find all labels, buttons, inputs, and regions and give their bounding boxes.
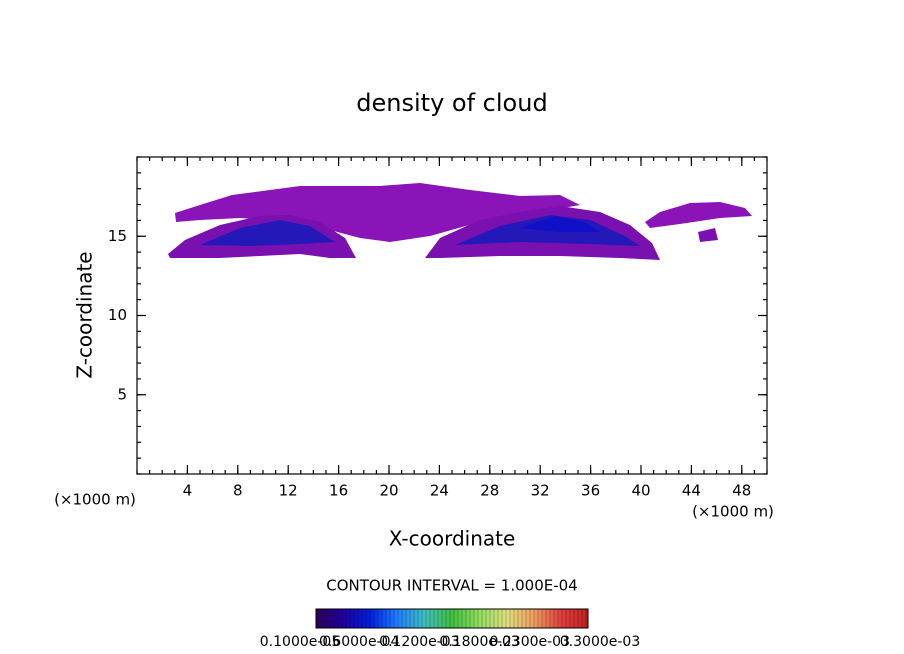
cloud-field <box>168 183 752 260</box>
cloud-upper <box>175 183 580 242</box>
y-tick-label: 5 <box>117 385 127 403</box>
colorbar-tick-label: 0.3000e-03 <box>560 634 640 650</box>
colorbar-tick-label: 0.6000e-04 <box>319 634 400 650</box>
x-tick-label: 4 <box>183 482 193 500</box>
x-tick-label: 44 <box>682 482 701 500</box>
x-tick-label: 32 <box>531 482 550 500</box>
x-tick-label: 16 <box>329 482 348 500</box>
y-tick-label: 15 <box>108 227 127 245</box>
chart-title: density of cloud <box>356 89 547 117</box>
contour-note: CONTOUR INTERVAL = 1.000E-04 <box>326 577 577 595</box>
x-tick-label: 8 <box>233 482 243 500</box>
colorbar-tick-label: 0.1200e-03 <box>379 634 459 650</box>
cloud-far-right <box>645 202 752 228</box>
x-axis-label: X-coordinate <box>389 527 516 551</box>
x-unit: (×1000 m) <box>692 503 774 521</box>
y-unit: (×1000 m) <box>54 491 136 509</box>
cloud-left-core <box>200 220 335 246</box>
colorbar-tick-label: 0.2300e-03 <box>490 634 570 650</box>
colorbar-tick-label: 0.1000e-05 <box>260 634 340 650</box>
x-tick-label: 36 <box>581 482 600 500</box>
cloud-blob <box>698 228 718 242</box>
cloud-right-peak <box>520 216 600 232</box>
y-tick-label: 10 <box>108 306 127 324</box>
x-tick-label: 48 <box>732 482 751 500</box>
colorbar <box>315 608 589 629</box>
x-tick-label: 20 <box>379 482 398 500</box>
y-axis-label: Z-coordinate <box>73 251 97 378</box>
colorbar-tick-label: 0.1800e-03 <box>439 634 519 650</box>
x-tick-label: 12 <box>279 482 298 500</box>
x-tick-label: 24 <box>430 482 449 500</box>
x-tick-label: 28 <box>480 482 499 500</box>
x-tick-label: 40 <box>631 482 650 500</box>
